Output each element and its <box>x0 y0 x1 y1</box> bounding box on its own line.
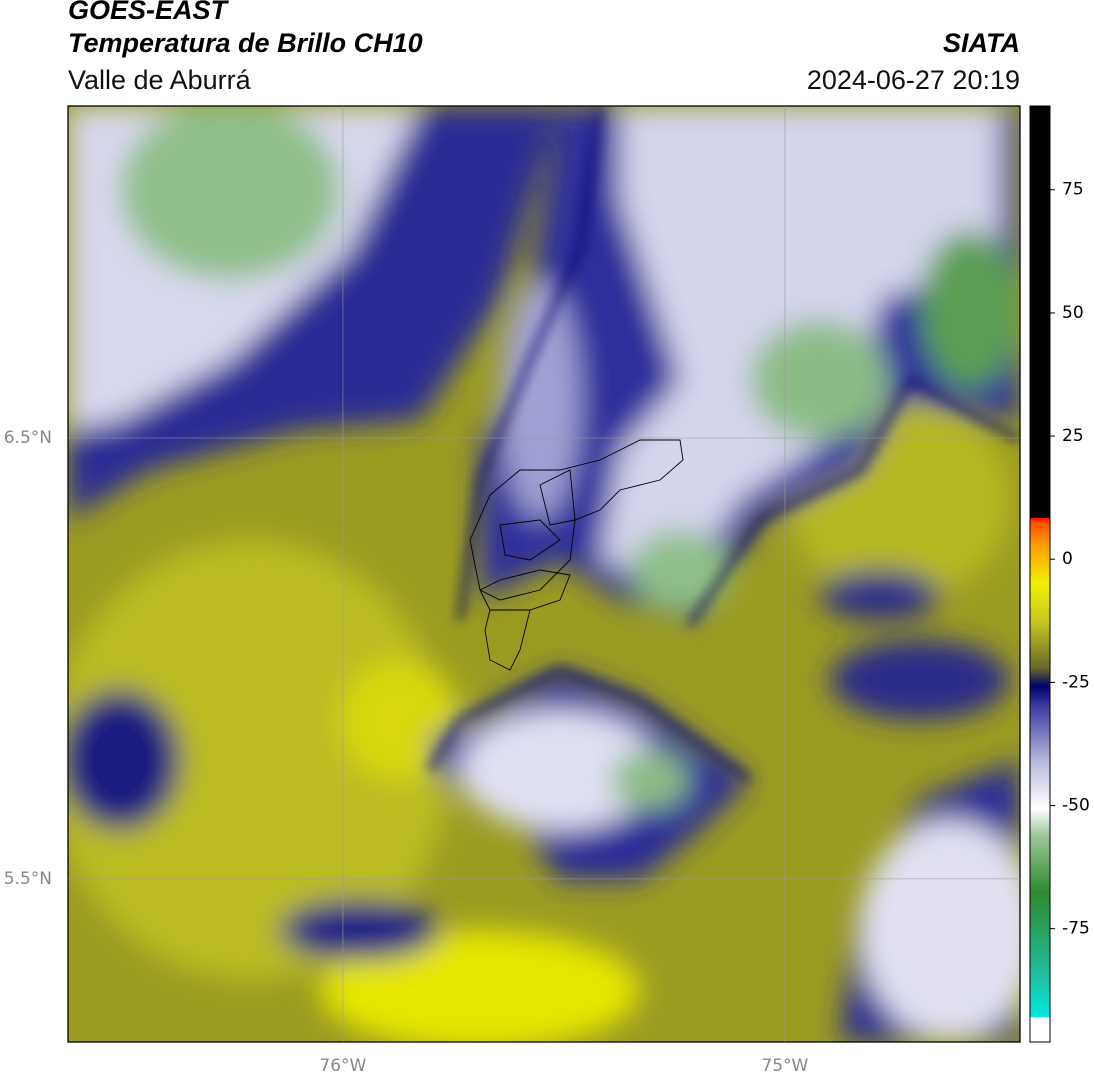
colorbar-tick-label: -50 <box>1062 796 1090 816</box>
satellite-image <box>68 106 1020 1042</box>
agency: SIATA <box>943 28 1020 58</box>
datetime: 2024-06-27 20:19 <box>807 65 1020 95</box>
lat-tick-label: 6.5°N <box>4 428 52 448</box>
municipality-boundaries <box>469 439 684 671</box>
colorbar-tick-label: -75 <box>1062 919 1090 939</box>
colorbar-tick-label: 25 <box>1062 426 1084 446</box>
title: GOES-EAST <box>68 0 230 25</box>
region: Valle de Aburrá <box>68 65 252 95</box>
map-frame <box>67 105 1021 1043</box>
colorbar-tick-label: 0 <box>1062 549 1073 569</box>
subtitle: Temperatura de Brillo CH10 <box>68 28 423 58</box>
colorbar-tick-label: -25 <box>1062 672 1090 692</box>
lat-tick-label: 5.5°N <box>4 869 52 889</box>
lon-tick-label: 75°W <box>761 1056 808 1076</box>
lon-tick-label: 76°W <box>319 1056 366 1076</box>
colorbar-tick-label: 50 <box>1062 303 1084 323</box>
colorbar-tick-label: 75 <box>1062 180 1084 200</box>
colorbar <box>1029 105 1051 1043</box>
